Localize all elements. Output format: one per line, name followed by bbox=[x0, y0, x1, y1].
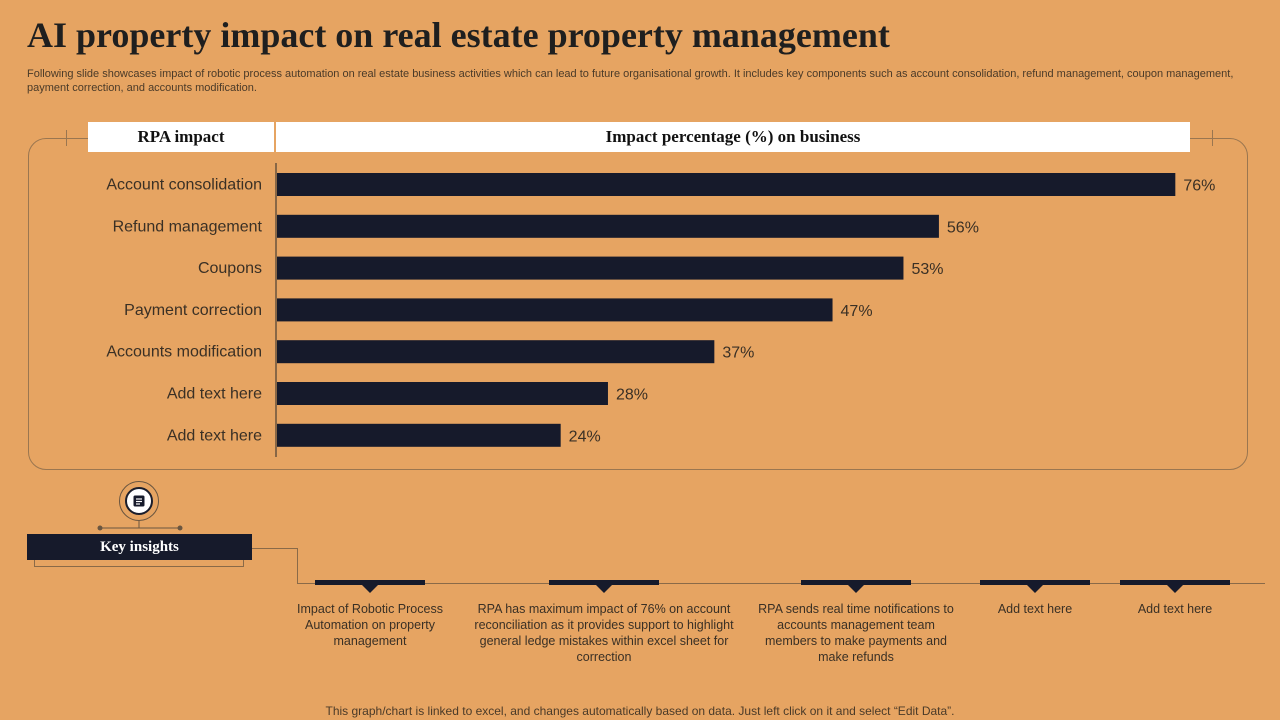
bars-group: Account consolidation 76% Refund managemen… bbox=[106, 173, 1215, 447]
page-title: AI property impact on real estate proper… bbox=[27, 15, 890, 55]
bar-6 bbox=[277, 382, 608, 405]
value-label-7: 24% bbox=[569, 428, 601, 445]
insights-icon-ring bbox=[119, 481, 159, 521]
page-subtitle: Following slide showcases impact of robo… bbox=[27, 68, 1234, 94]
category-label-6: Add text here bbox=[167, 386, 262, 403]
insight-marker-3 bbox=[801, 580, 911, 593]
header-impact-percentage: Impact percentage (%) on business bbox=[605, 127, 861, 146]
category-label-1: Account consolidation bbox=[106, 177, 262, 194]
insight-text-2: RPA has maximum impact of 76% on account… bbox=[474, 602, 734, 664]
insight-text-4: Add text here bbox=[997, 602, 1073, 616]
category-label-7: Add text here bbox=[167, 427, 262, 444]
insight-marker-1 bbox=[315, 580, 425, 593]
insight-marker-4 bbox=[980, 580, 1090, 593]
bar-5 bbox=[277, 340, 715, 364]
bar-3 bbox=[277, 256, 904, 280]
bar-7 bbox=[277, 423, 561, 447]
insight-text-1: Impact of Robotic Process Automation on … bbox=[297, 602, 443, 648]
table-header: RPA impact Impact percentage (%) on busi… bbox=[88, 122, 1190, 152]
category-label-4: Payment correction bbox=[124, 302, 262, 319]
insights-connector-h bbox=[252, 548, 298, 549]
insight-marker-5 bbox=[1120, 580, 1230, 593]
bar-2 bbox=[277, 214, 939, 238]
insight-text-3: RPA sends real time notifications to acc… bbox=[758, 602, 954, 664]
header-rpa-impact: RPA impact bbox=[88, 122, 276, 152]
insights-connector-v bbox=[297, 548, 298, 583]
category-label-5: Accounts modification bbox=[106, 344, 262, 361]
bar-4 bbox=[277, 298, 833, 322]
value-label-1: 76% bbox=[1183, 178, 1215, 195]
category-label-3: Coupons bbox=[198, 260, 262, 277]
value-label-5: 37% bbox=[722, 345, 754, 362]
value-label-6: 28% bbox=[616, 387, 648, 404]
value-label-4: 47% bbox=[841, 303, 873, 320]
panel-tick-right bbox=[1212, 130, 1213, 146]
insight-marker-2 bbox=[549, 580, 659, 593]
value-label-3: 53% bbox=[911, 261, 943, 278]
insights-label-underline bbox=[34, 560, 244, 567]
footer-note: This graph/chart is linked to excel, and… bbox=[325, 704, 955, 718]
insight-text-5: Add text here bbox=[1137, 602, 1213, 616]
panel-tick-left bbox=[66, 130, 67, 146]
insights-timeline bbox=[297, 583, 1265, 584]
key-insights-label: Key insights bbox=[27, 534, 252, 560]
category-label-2: Refund management bbox=[113, 218, 263, 235]
notepad-icon bbox=[125, 487, 153, 515]
value-label-2: 56% bbox=[947, 219, 979, 236]
bar-1 bbox=[277, 173, 1176, 196]
